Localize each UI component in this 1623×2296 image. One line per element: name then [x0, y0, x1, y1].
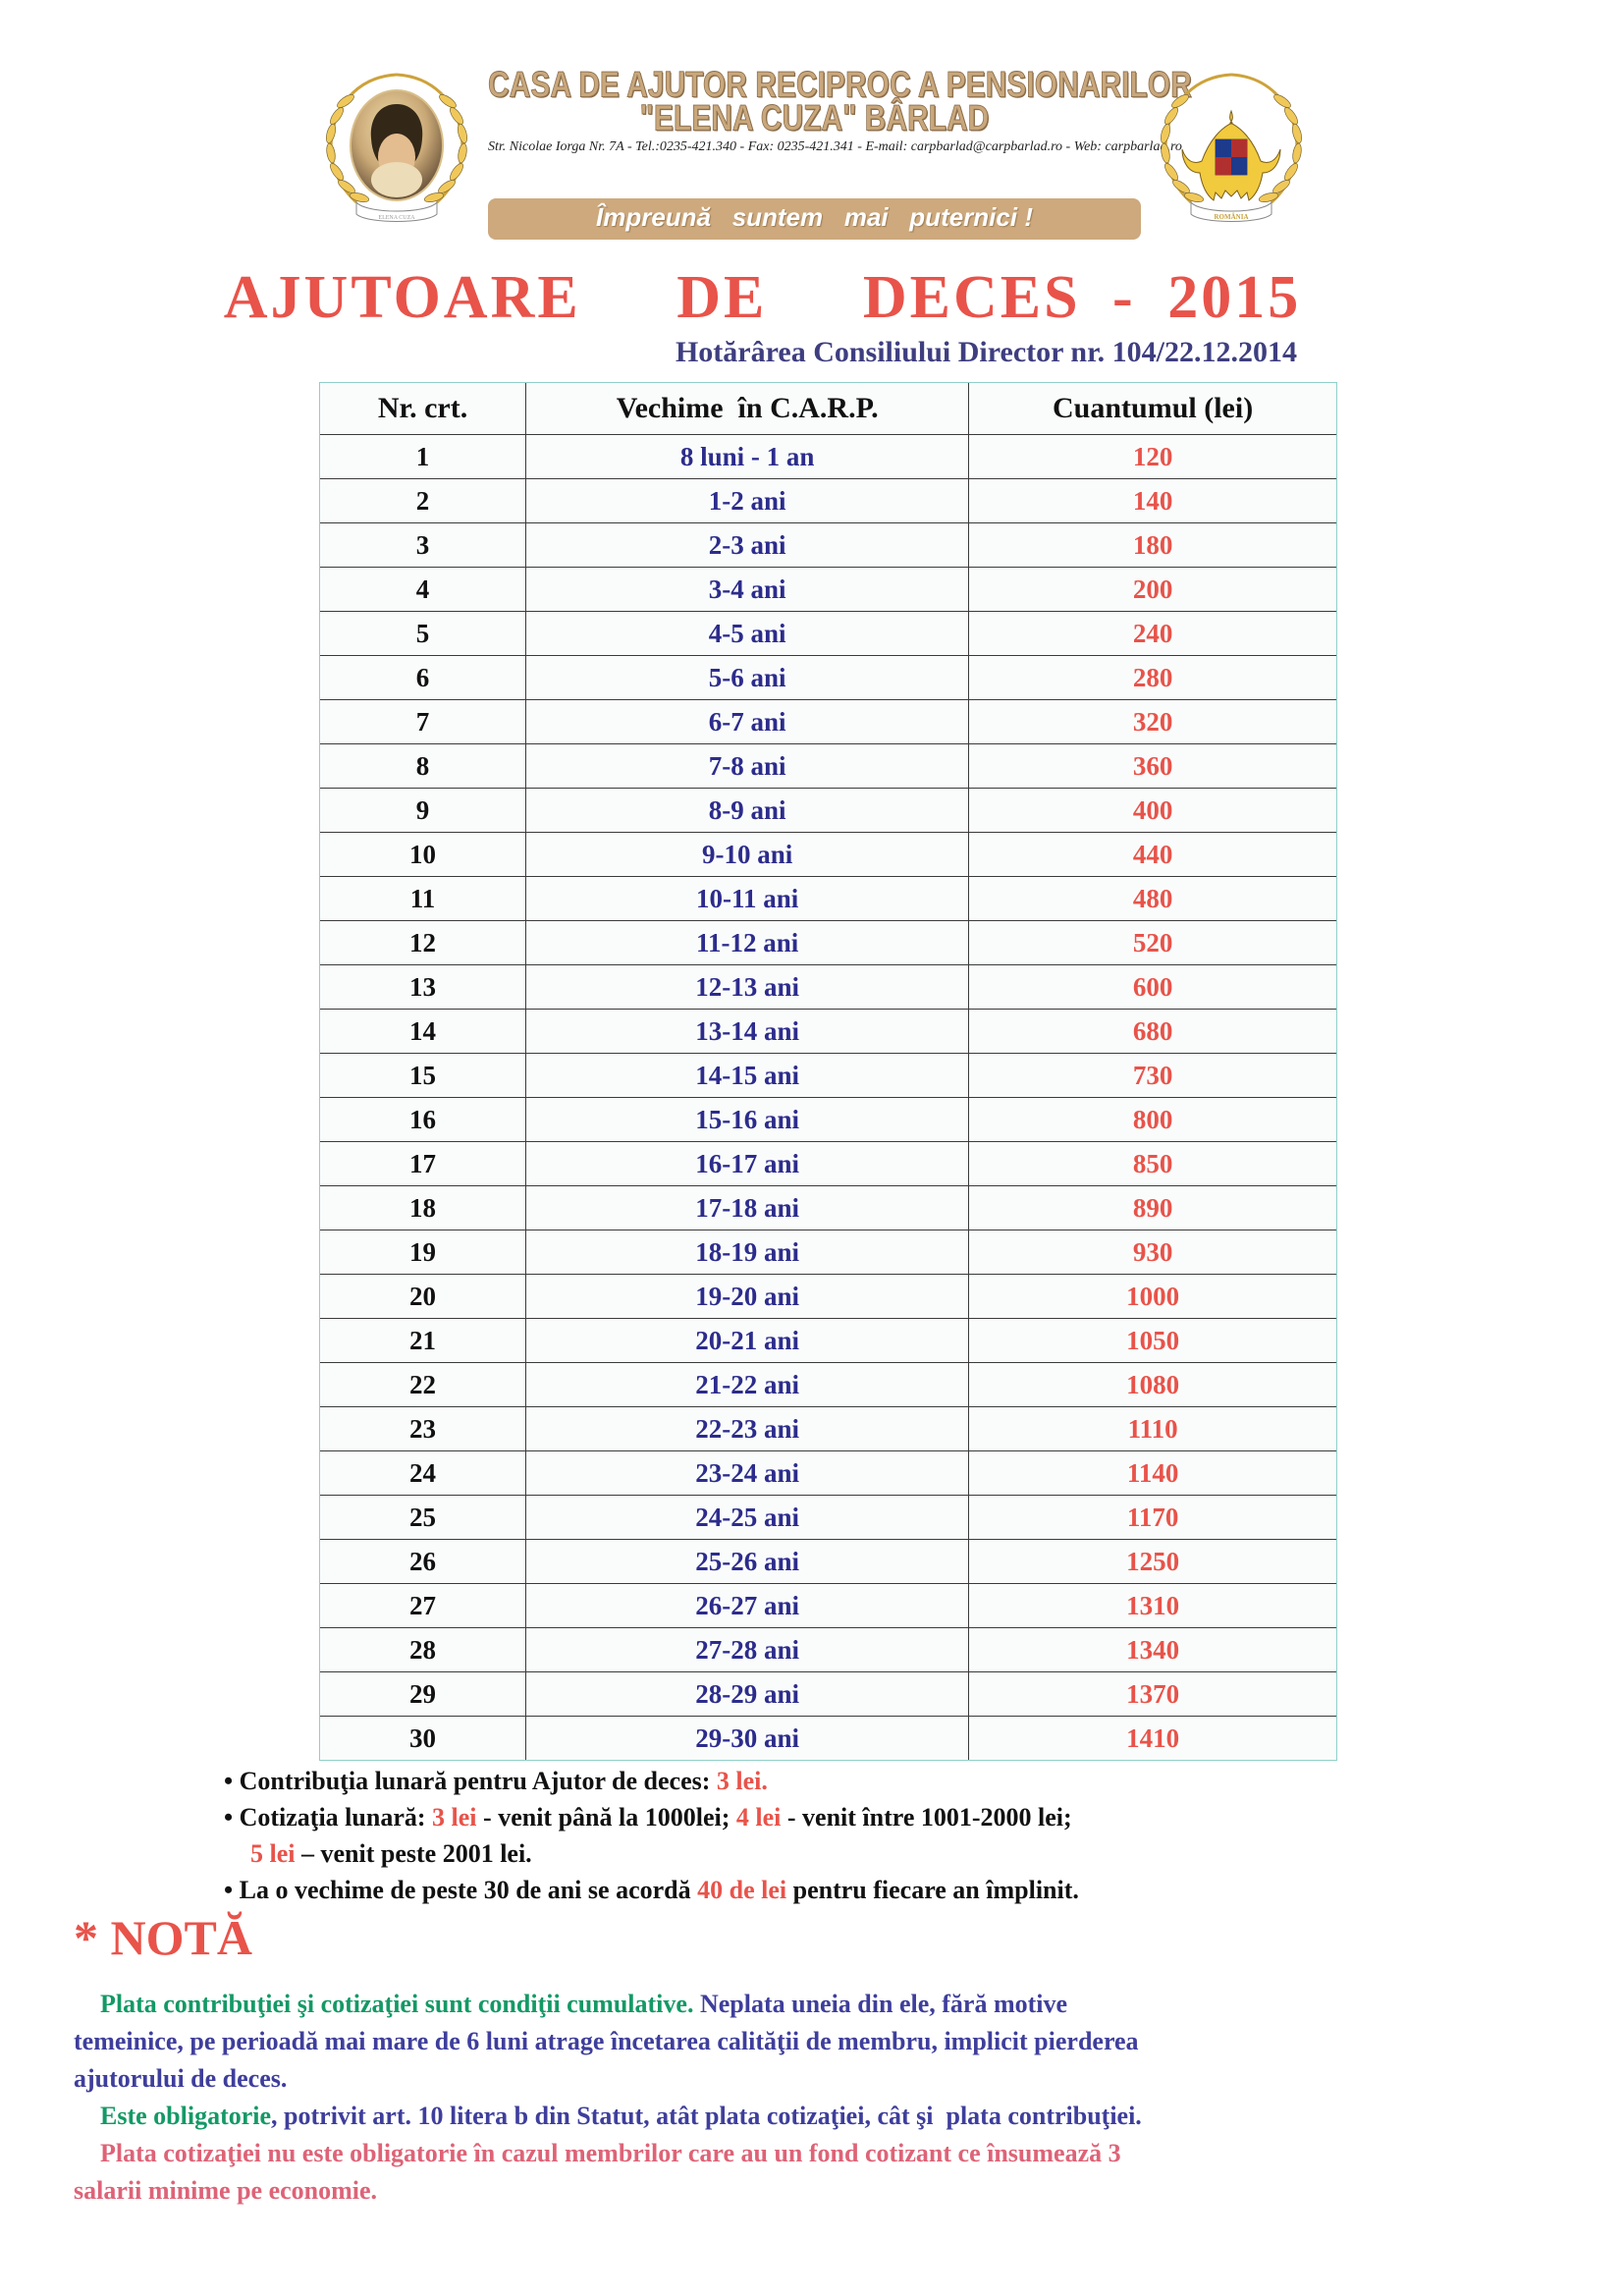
svg-text:ROMÂNIA: ROMÂNIA	[1215, 213, 1249, 221]
svg-text:ELENA CUZA: ELENA CUZA	[378, 215, 415, 221]
